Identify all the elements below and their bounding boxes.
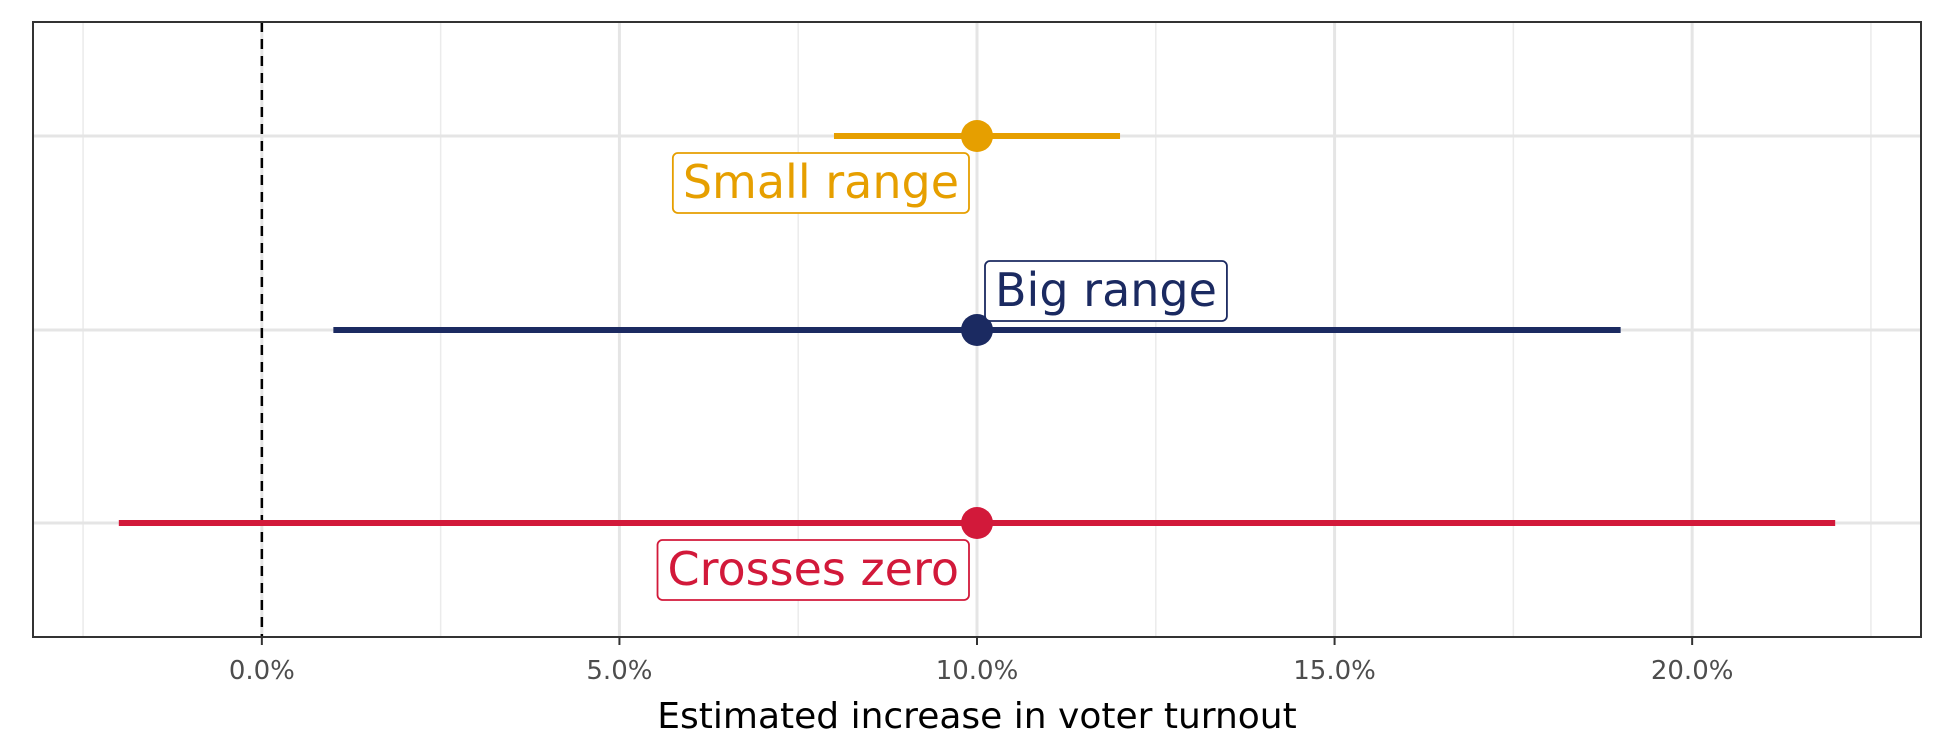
x-axis: 0.0% 5.0% 10.0% 15.0% 20.0% [229,637,1734,686]
series-crosses-zero: Crosses zero [118,507,1836,601]
point-label-box [984,260,1228,322]
series-group: Small range Big range Crosses zero [118,120,1836,601]
point-label: Crosses zero [668,542,959,596]
series-big-range: Big range [333,260,1621,346]
point-label-box [656,539,970,601]
x-tick-label: 5.0% [586,656,652,686]
x-tick-label: 0.0% [229,656,295,686]
x-tick-label: 15.0% [1293,656,1376,686]
point-label: Big range [995,263,1217,317]
point-label-box [671,152,970,214]
point-label: Small range [683,155,959,209]
estimate-point [961,120,993,152]
x-tick-label: 10.0% [936,656,1019,686]
estimate-point [961,314,993,346]
x-tick-label: 20.0% [1651,656,1734,686]
x-axis-title: Estimated increase in voter turnout [657,696,1296,737]
series-small-range: Small range [671,120,1121,214]
estimate-point [961,507,993,539]
